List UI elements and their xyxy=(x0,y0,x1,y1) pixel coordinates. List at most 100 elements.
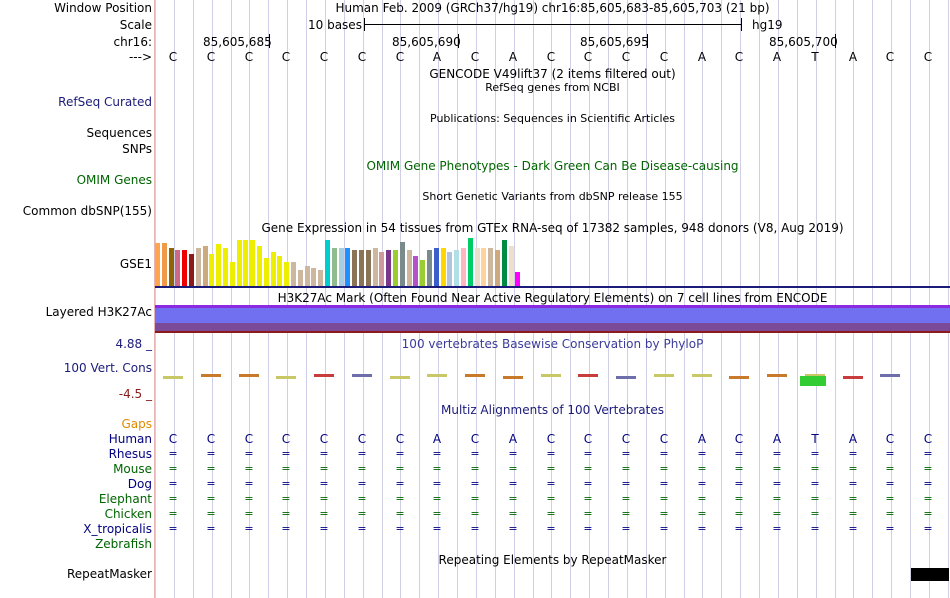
human-base: C xyxy=(395,432,405,446)
gtex-bar xyxy=(515,272,520,286)
species-label[interactable]: Mouse xyxy=(113,462,152,476)
gtex-bar xyxy=(339,248,344,286)
repeatmasker-element xyxy=(911,568,949,581)
gtex-bar xyxy=(203,246,208,286)
species-label[interactable]: Chicken xyxy=(104,507,152,521)
alignment-match: = xyxy=(470,522,480,535)
alignment-match: = xyxy=(810,477,820,490)
base: C xyxy=(885,50,895,64)
grid-line xyxy=(608,0,609,598)
alignment-match: = xyxy=(621,507,631,520)
alignment-match: = xyxy=(923,507,933,520)
gtex-bar-chart xyxy=(155,236,950,286)
gtex-bar xyxy=(216,244,221,286)
alignment-match: = xyxy=(583,477,593,490)
alignment-match: = xyxy=(923,492,933,505)
gtex-bar xyxy=(325,240,330,286)
dbsnp-track-label[interactable]: Common dbSNP(155) xyxy=(22,204,152,218)
human-base: C xyxy=(734,432,744,446)
alignment-match: = xyxy=(319,477,329,490)
gtex-bar xyxy=(434,248,439,286)
human-base: T xyxy=(811,432,819,446)
alignment-match: = xyxy=(772,477,782,490)
grid-line xyxy=(910,0,911,598)
alignment-match: = xyxy=(319,522,329,535)
scale-text: 10 bases xyxy=(308,18,362,32)
gtex-bar xyxy=(284,262,289,286)
alignment-match: = xyxy=(885,522,895,535)
gtex-track-label[interactable]: GSE1 xyxy=(119,257,152,271)
grid-line xyxy=(702,0,703,598)
species-label[interactable]: Human xyxy=(108,432,152,446)
gtex-bar xyxy=(298,270,303,286)
species-label[interactable]: X_tropicalis xyxy=(83,522,152,536)
grid-line xyxy=(514,0,515,598)
alignment-match: = xyxy=(508,507,518,520)
snps-track-label[interactable]: SNPs xyxy=(122,142,152,156)
gtex-bar xyxy=(223,248,228,286)
base: C xyxy=(470,50,480,64)
human-base: C xyxy=(244,432,254,446)
phylop-track-label[interactable]: 100 Vert. Cons xyxy=(63,361,152,375)
grid-line xyxy=(740,0,741,598)
gaps-label[interactable]: Gaps xyxy=(121,417,152,431)
species-label[interactable]: Rhesus xyxy=(108,447,152,461)
base: C xyxy=(206,50,216,64)
alignment-match: = xyxy=(848,447,858,460)
alignment-match: = xyxy=(772,507,782,520)
alignment-match: = xyxy=(508,447,518,460)
phylop-mark xyxy=(654,374,674,377)
alignment-match: = xyxy=(168,477,178,490)
sequences-track-label[interactable]: Sequences xyxy=(86,126,152,140)
alignment-match: = xyxy=(697,477,707,490)
alignment-match: = xyxy=(206,477,216,490)
human-base: C xyxy=(583,432,593,446)
window-position-value: Human Feb. 2009 (GRCh37/hg19) chr16:85,6… xyxy=(335,1,770,15)
strand-label: ---> xyxy=(128,50,152,64)
alignment-match: = xyxy=(470,492,480,505)
alignment-match: = xyxy=(281,492,291,505)
position-label: 85,605,690 xyxy=(392,35,461,49)
alignment-match: = xyxy=(659,522,669,535)
h3k27ac-track-label[interactable]: Layered H3K27Ac xyxy=(45,305,152,319)
dbsnp-track-title: Short Genetic Variants from dbSNP releas… xyxy=(422,190,683,203)
refseq-track-label[interactable]: RefSeq Curated xyxy=(58,95,152,109)
gtex-bar xyxy=(427,250,432,286)
alignment-match: = xyxy=(206,492,216,505)
grid-line xyxy=(835,0,836,598)
phylop-mark xyxy=(352,374,372,377)
grid-line xyxy=(155,0,156,598)
species-label[interactable]: Zebrafish xyxy=(95,537,152,551)
alignment-match: = xyxy=(432,477,442,490)
base: C xyxy=(168,50,178,64)
refseq-track-subtitle: RefSeq genes from NCBI xyxy=(485,81,620,94)
alignment-match: = xyxy=(281,477,291,490)
alignment-match: = xyxy=(546,507,556,520)
base: C xyxy=(357,50,367,64)
species-label[interactable]: Dog xyxy=(127,477,152,491)
gencode-track-title[interactable]: GENCODE V49lift37 (2 items filtered out) xyxy=(429,67,676,81)
phylop-track-title: 100 vertebrates Basewise Conservation by… xyxy=(401,337,704,351)
gtex-bar xyxy=(305,266,310,286)
species-label[interactable]: Elephant xyxy=(98,492,152,506)
alignment-match: = xyxy=(281,447,291,460)
human-base: A xyxy=(432,432,442,446)
gtex-bar xyxy=(182,250,187,286)
human-base: A xyxy=(772,432,782,446)
alignment-match: = xyxy=(923,522,933,535)
alignment-match: = xyxy=(206,447,216,460)
alignment-match: = xyxy=(244,522,254,535)
omim-track-label[interactable]: OMIM Genes xyxy=(76,173,152,187)
alignment-match: = xyxy=(621,522,631,535)
scale-bar xyxy=(364,24,742,25)
gtex-bar xyxy=(502,240,507,286)
repeatmasker-track-label[interactable]: RepeatMasker xyxy=(66,567,152,581)
alignment-match: = xyxy=(508,492,518,505)
grid-line xyxy=(929,0,930,598)
gtex-bar xyxy=(468,238,473,286)
window-position-label: Window Position xyxy=(54,1,152,15)
alignment-match: = xyxy=(432,447,442,460)
scale-bar-left-tick xyxy=(364,18,365,31)
alignment-match: = xyxy=(395,477,405,490)
human-base: C xyxy=(319,432,329,446)
